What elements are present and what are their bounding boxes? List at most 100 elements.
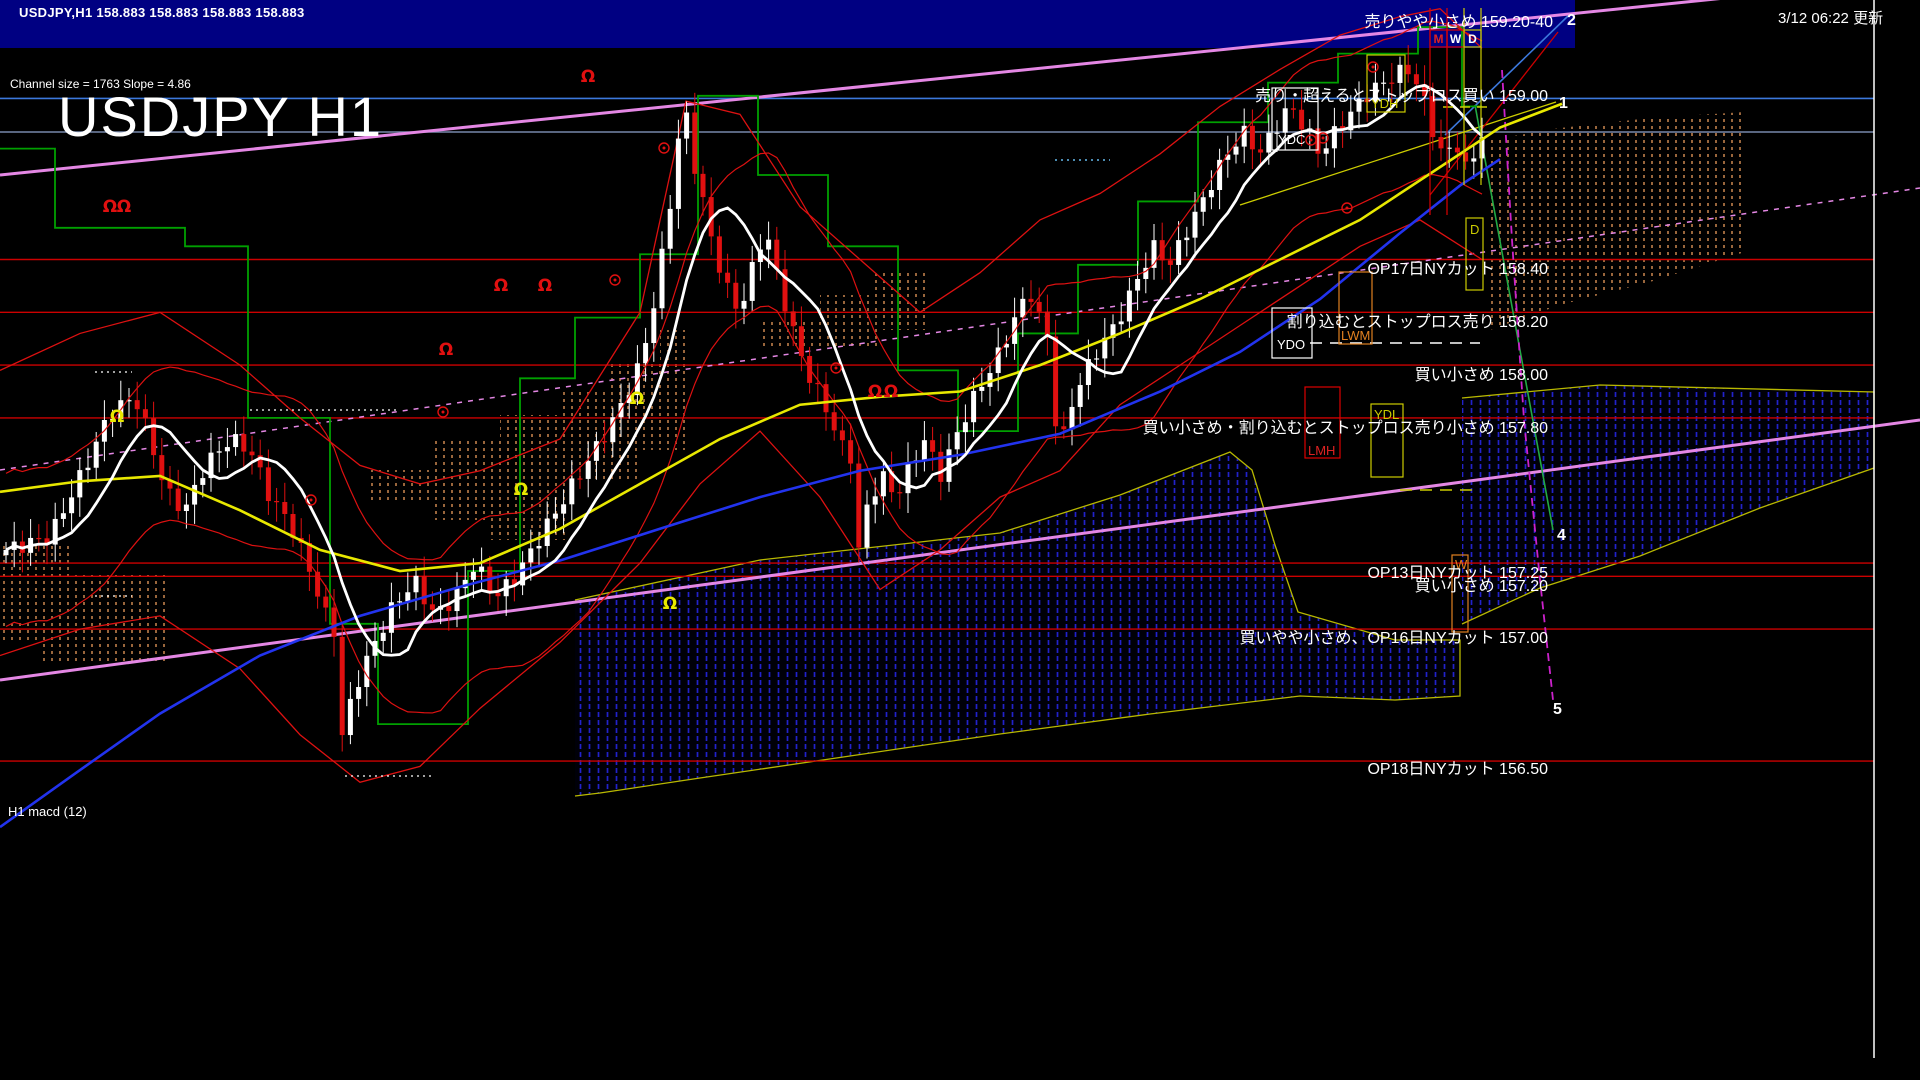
- candle-body: [257, 455, 263, 468]
- ichimoku-cloud-orange: [762, 270, 930, 350]
- candle-body: [733, 282, 739, 309]
- signal-circle-dot: [1309, 138, 1313, 142]
- level-box-label: YDC: [1278, 132, 1305, 147]
- candle-body: [569, 478, 575, 505]
- candle-body: [1053, 336, 1059, 427]
- level-box-lwm: [1338, 271, 1373, 345]
- omega-marker: Ω: [538, 276, 552, 296]
- candle-body: [323, 596, 329, 608]
- omega-marker: Ω: [581, 67, 595, 87]
- signal-circle-marker: [658, 142, 670, 154]
- ma-white-fast: [5, 83, 1483, 657]
- candle-body: [44, 538, 50, 545]
- candle-body: [151, 418, 157, 456]
- candle-body: [528, 548, 534, 563]
- candle-body: [1282, 108, 1288, 133]
- trade-annotation: 売り・超えるとストップロス買い 159.00: [1255, 87, 1548, 105]
- signal-circle-dot: [1345, 206, 1349, 210]
- candle-body: [725, 272, 731, 283]
- ma-yellow-mid: [0, 102, 1563, 573]
- omega-marker: Ω: [103, 197, 117, 217]
- candle-body: [987, 373, 993, 387]
- candle-body: [1184, 237, 1190, 241]
- candle-body: [1077, 385, 1083, 407]
- candle-body: [36, 537, 42, 540]
- channel-lower-line: [0, 418, 1920, 682]
- trade-annotation: OP13日NYカット 157.25: [1367, 565, 1548, 582]
- ichimoku-cloud-blue: [575, 452, 1460, 796]
- candle-body: [1085, 359, 1091, 386]
- candle-body: [626, 395, 632, 403]
- candle-body: [183, 504, 189, 512]
- level-box-ydh: [1366, 54, 1406, 113]
- projection-line: [1429, 31, 1559, 196]
- candle-body: [1438, 137, 1444, 149]
- candle-body: [938, 451, 944, 482]
- candle-body: [511, 579, 517, 586]
- candle-body: [315, 571, 321, 597]
- signal-circle-marker: [1367, 61, 1379, 73]
- candle-body: [3, 549, 9, 556]
- ichimoku-cloud-orange: [560, 330, 690, 480]
- candle-body: [749, 262, 755, 301]
- candle-body: [282, 502, 288, 515]
- candle-body: [462, 579, 468, 589]
- projection-line: [1444, 15, 1569, 136]
- cloud-border-yellow: [574, 451, 1461, 797]
- candle-body: [995, 347, 1001, 374]
- omega-marker: Ω: [439, 340, 453, 360]
- trade-annotation: 売りやや小さめ 159.20-40: [1364, 13, 1553, 31]
- candle-body: [1003, 343, 1009, 348]
- candle-body: [290, 514, 296, 538]
- candle-body: [1331, 126, 1337, 149]
- candle-body: [602, 441, 608, 443]
- candle-body: [1463, 152, 1469, 162]
- level-box-label: YDH: [1371, 96, 1398, 111]
- candle-body: [1430, 96, 1436, 138]
- candle-body: [1020, 298, 1026, 318]
- signal-circle-marker: [1341, 202, 1353, 214]
- candle-body: [356, 687, 362, 699]
- candle-body: [790, 311, 796, 327]
- candle-body: [1028, 298, 1034, 302]
- omega-marker: Ω: [663, 594, 677, 614]
- candle-body: [1225, 154, 1231, 160]
- candle-body: [224, 447, 230, 452]
- wave-point-label: 1: [1559, 95, 1568, 112]
- candle-body: [233, 434, 239, 448]
- green-step-line: [0, 26, 1482, 726]
- candle-body: [479, 566, 485, 572]
- timeframe-box-label: M: [1434, 32, 1444, 46]
- projection-line: [1239, 101, 1557, 206]
- wave-point-label: 5: [1553, 701, 1562, 718]
- candle-body: [1274, 132, 1280, 134]
- candle-body: [544, 518, 550, 546]
- red-band-lower: [0, 219, 1483, 783]
- candle-body: [52, 518, 58, 545]
- candle-body: [167, 480, 173, 489]
- omega-marker: Ω: [117, 197, 131, 217]
- candle-body: [142, 409, 148, 419]
- candle-body: [692, 112, 698, 174]
- candle-body: [159, 455, 165, 481]
- candle-body: [265, 467, 271, 502]
- ichimoku-cloud-orange: [1490, 112, 1745, 330]
- candle-body: [1413, 74, 1419, 85]
- signal-circle-dot: [1371, 65, 1375, 69]
- level-box-ydc: [1271, 87, 1319, 151]
- titlebar-symbol-quotes: USDJPY,H1 158.883 158.883 158.883 158.88…: [19, 5, 305, 20]
- candle-body: [1397, 64, 1403, 83]
- candle-body: [954, 432, 960, 450]
- candle-body: [897, 492, 903, 494]
- candle-body: [1471, 158, 1477, 162]
- candle-body: [716, 236, 722, 273]
- channel-upper-line: [0, 0, 1721, 177]
- candle-body: [1241, 125, 1247, 147]
- candle-body: [380, 632, 386, 641]
- signal-circle-dot: [309, 498, 313, 502]
- red-band-upper: [0, 8, 1483, 485]
- candle-body: [864, 504, 870, 548]
- candle-body: [77, 470, 83, 498]
- candle-body: [495, 593, 501, 597]
